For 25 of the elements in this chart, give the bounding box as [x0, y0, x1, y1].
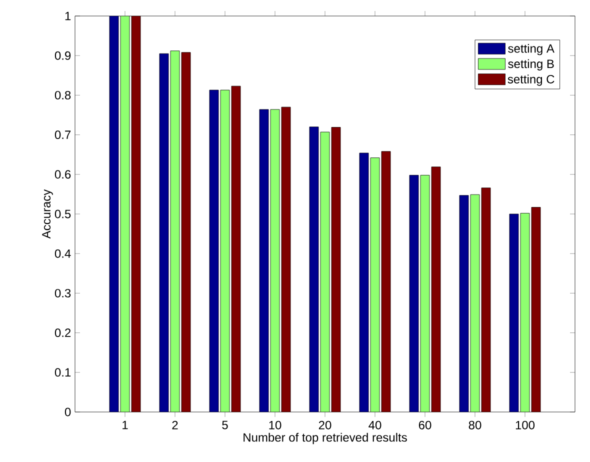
- x-axis-title: Number of top retrieved results: [244, 432, 407, 444]
- x-tick-label: 80: [468, 420, 482, 430]
- y-axis-title: Accuracy: [42, 189, 53, 239]
- x-tick-label: 20: [318, 420, 332, 430]
- x-tick-label: 5: [222, 420, 228, 430]
- x-tick-label: 2: [172, 420, 178, 430]
- legend-label: setting A: [508, 44, 554, 56]
- y-tick-label: 0: [64, 408, 71, 416]
- y-tick-label: 0.4: [54, 249, 71, 258]
- y-tick-label: 0.5: [54, 210, 71, 218]
- y-tick-label: 0.3: [54, 288, 71, 298]
- y-tick-label: 0.7: [54, 130, 71, 140]
- y-tick-label: 0.6: [54, 170, 71, 179]
- x-tick-label: 60: [418, 420, 432, 430]
- legend-label: setting B: [508, 59, 554, 70]
- y-tick-label: 0.8: [54, 90, 71, 100]
- x-tick-label: 10: [269, 420, 282, 430]
- legend-label: setting C: [508, 74, 554, 86]
- x-tick-label: 40: [368, 420, 382, 430]
- y-tick-label: 0.2: [54, 328, 71, 338]
- y-tick-label: 0.9: [54, 51, 71, 60]
- x-tick-label: 1: [122, 420, 128, 430]
- x-tick-label: 100: [516, 420, 535, 430]
- y-tick-label: 0.1: [54, 368, 71, 377]
- y-tick-label: 1: [65, 12, 71, 20]
